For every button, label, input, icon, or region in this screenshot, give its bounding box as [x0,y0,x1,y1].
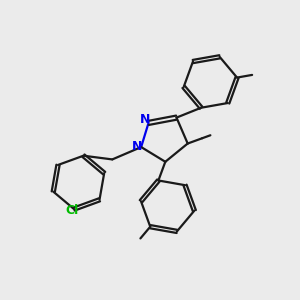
Text: N: N [140,113,150,127]
Text: N: N [132,140,142,153]
Text: Cl: Cl [65,204,78,217]
